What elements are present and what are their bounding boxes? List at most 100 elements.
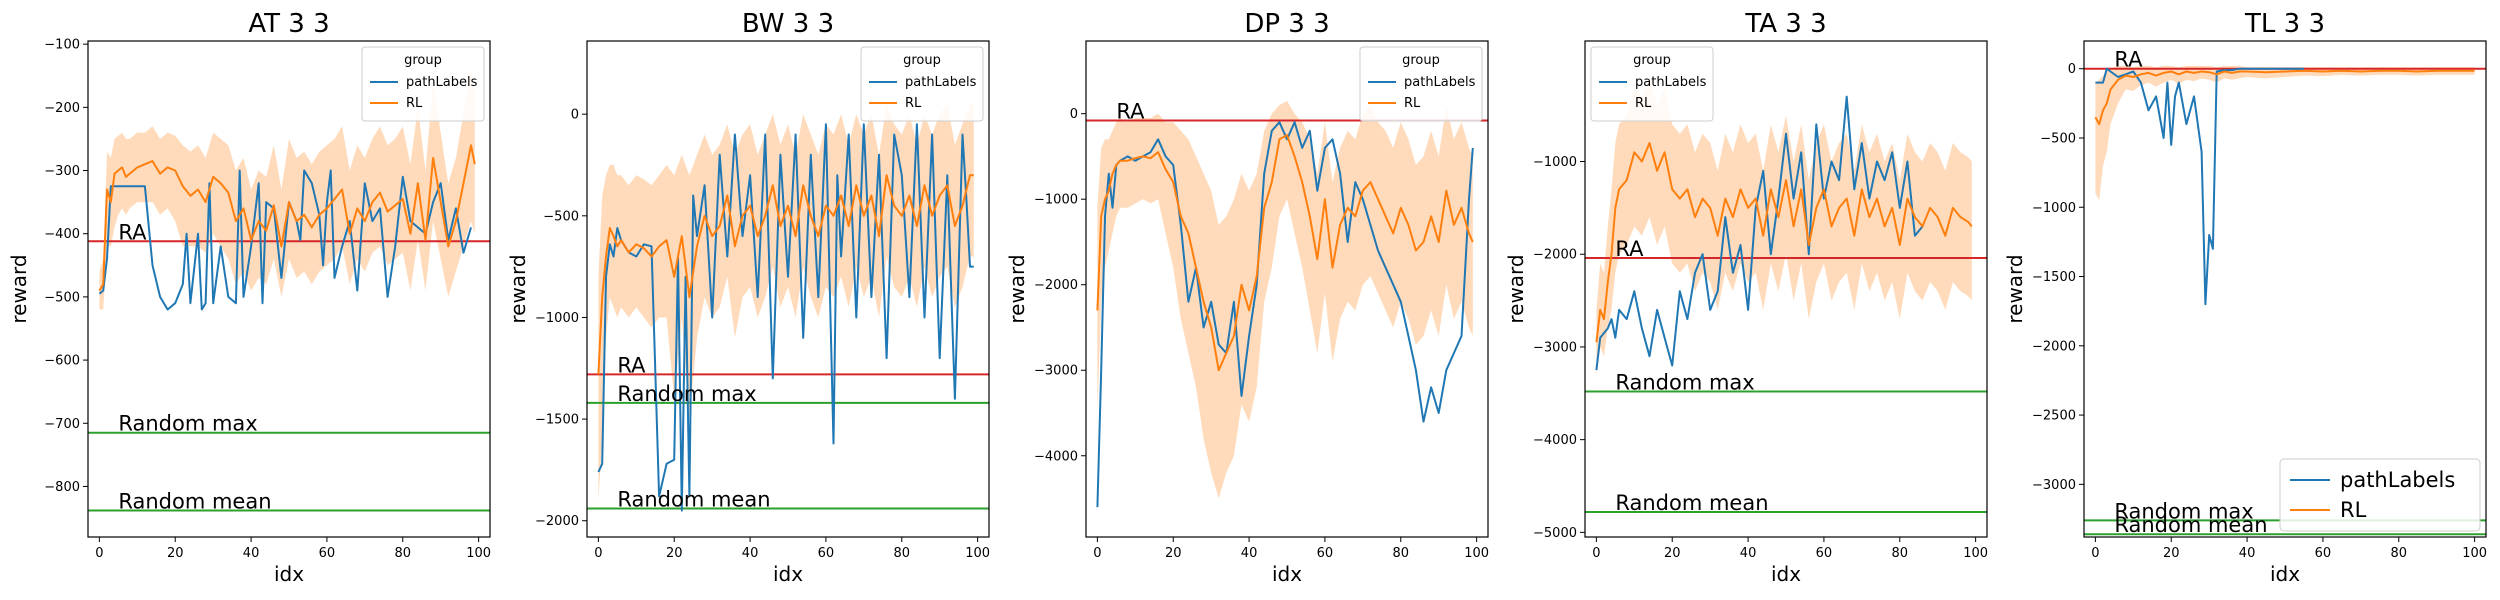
x-tick-label: 40 (1241, 546, 1258, 561)
x-tick-label: 40 (243, 546, 260, 561)
reference-label-ra: RA (118, 220, 147, 244)
y-tick-label: 0 (1070, 107, 1078, 122)
x-tick-label: 20 (666, 546, 683, 561)
y-tick-label: −2500 (2032, 409, 2076, 424)
reference-label-random-max: Random max (2114, 499, 2253, 523)
legend-label-RL: RL (406, 96, 423, 111)
y-tick-label: −1500 (2032, 270, 2076, 285)
y-tick-label: −3000 (1533, 340, 1577, 355)
y-tick-label: −500 (2040, 131, 2076, 146)
y-tick-label: −1000 (535, 311, 579, 326)
x-tick-label: 80 (894, 546, 911, 561)
x-tick-label: 100 (466, 546, 491, 561)
chart-title: TA 3 3 (1744, 9, 1826, 39)
chart-panel-4: RA Random max Random mean 0 20 40 60 80 100 −5000… (1504, 9, 1988, 586)
series-line-RL (597, 174, 974, 375)
chart-title: BW 3 3 (742, 9, 834, 39)
x-tick-label: 20 (1165, 546, 1182, 561)
x-tick-label: 100 (965, 546, 990, 561)
reference-label-random-max: Random max (617, 382, 756, 406)
y-tick-label: −500 (44, 290, 80, 305)
legend-title: group (1633, 53, 1671, 68)
y-tick-label: −1000 (1533, 155, 1577, 170)
x-tick-label: 100 (1464, 546, 1489, 561)
chart-title: DP 3 3 (1244, 9, 1329, 39)
chart-panel-2: RA Random max Random mean 0 20 40 60 80 100 −2000… (506, 9, 990, 586)
y-tick-label: −4000 (1034, 449, 1078, 464)
y-axis-label: reward (1005, 254, 1029, 323)
legend-title: group (1402, 53, 1440, 68)
x-tick-label: 0 (1093, 546, 1101, 561)
plot-area (1086, 100, 1488, 508)
plot-frame (586, 40, 990, 538)
y-tick-label: −3000 (1034, 364, 1078, 379)
legend: group pathLabels RL (1590, 46, 1714, 122)
y-tick-label: −800 (44, 480, 80, 495)
legend-label-pathLabels: pathLabels (905, 75, 977, 90)
x-tick-label: 20 (2163, 546, 2180, 561)
confidence-band-RL (2095, 65, 2475, 201)
x-tick-label: 0 (594, 546, 602, 561)
x-tick-label: 100 (2462, 546, 2487, 561)
legend-title: group (903, 53, 941, 68)
plot-frame (1085, 40, 1489, 538)
legend-box (2279, 458, 2481, 532)
y-tick-label: −2000 (1034, 278, 1078, 293)
x-tick-label: 60 (1317, 546, 1334, 561)
legend-label-pathLabels: pathLabels (2340, 468, 2455, 492)
legend-label-pathLabels: pathLabels (1635, 75, 1707, 90)
x-axis-label: idx (1771, 562, 1801, 586)
y-tick-label: −4000 (1533, 433, 1577, 448)
reference-label-ra: RA (1615, 237, 1644, 261)
x-tick-label: 80 (395, 546, 412, 561)
series-line-RL (98, 144, 476, 292)
y-tick-label: −600 (44, 354, 80, 369)
y-tick-label: −200 (44, 101, 80, 116)
reference-label-random-max: Random max (1615, 370, 1754, 394)
x-axis-label: idx (1272, 562, 1302, 586)
x-tick-label: 0 (2091, 546, 2099, 561)
reference-label-ra: RA (617, 353, 646, 377)
x-tick-label: 60 (1816, 546, 1833, 561)
y-tick-label: −5000 (1533, 526, 1577, 541)
y-tick-label: −2000 (1533, 248, 1577, 263)
y-tick-label: −300 (44, 164, 80, 179)
x-tick-label: 20 (1664, 546, 1681, 561)
chart-title: AT 3 3 (248, 9, 329, 39)
y-axis-label: reward (1504, 254, 1528, 323)
legend: group pathLabels RL (1359, 46, 1483, 122)
series-line-pathLabels (597, 123, 974, 512)
chart-title: TL 3 3 (2244, 9, 2325, 39)
y-tick-label: −3000 (2032, 478, 2076, 493)
reference-label-random-mean: Random mean (617, 488, 770, 512)
chart-panel-1: RA Random max Random mean 0 20 40 60 80 100 −800 −… (7, 9, 491, 586)
reference-label-ra: RA (2114, 48, 2143, 72)
legend: pathLabels RL (2279, 458, 2481, 532)
legend-label-RL: RL (905, 96, 922, 111)
series-line-RL (1096, 134, 1474, 372)
x-tick-label: 0 (1592, 546, 1600, 561)
x-tick-label: 60 (818, 546, 835, 561)
y-tick-label: −100 (44, 38, 80, 53)
x-tick-label: 80 (1393, 546, 1410, 561)
chart-panel-3: RA 0 20 40 60 80 100 −4000 −3000 −2000 −1000 0 DP 3 … (1005, 9, 1489, 586)
series-line-RL (1595, 142, 1973, 343)
x-tick-label: 40 (1740, 546, 1757, 561)
series-line-pathLabels (1595, 95, 1924, 371)
legend: group pathLabels RL (860, 46, 984, 122)
x-axis-label: idx (773, 562, 803, 586)
series-line-pathLabels (98, 169, 472, 311)
y-tick-label: −2000 (535, 514, 579, 529)
x-tick-label: 80 (2391, 546, 2408, 561)
plot-area (587, 104, 989, 512)
plot-area (1585, 78, 1987, 513)
y-tick-label: −500 (543, 209, 579, 224)
y-tick-label: −400 (44, 227, 80, 242)
y-tick-label: −700 (44, 417, 80, 432)
x-tick-label: 60 (319, 546, 336, 561)
y-tick-label: 0 (571, 108, 579, 123)
x-tick-label: 60 (2315, 546, 2332, 561)
confidence-band-RL (1596, 78, 1972, 375)
